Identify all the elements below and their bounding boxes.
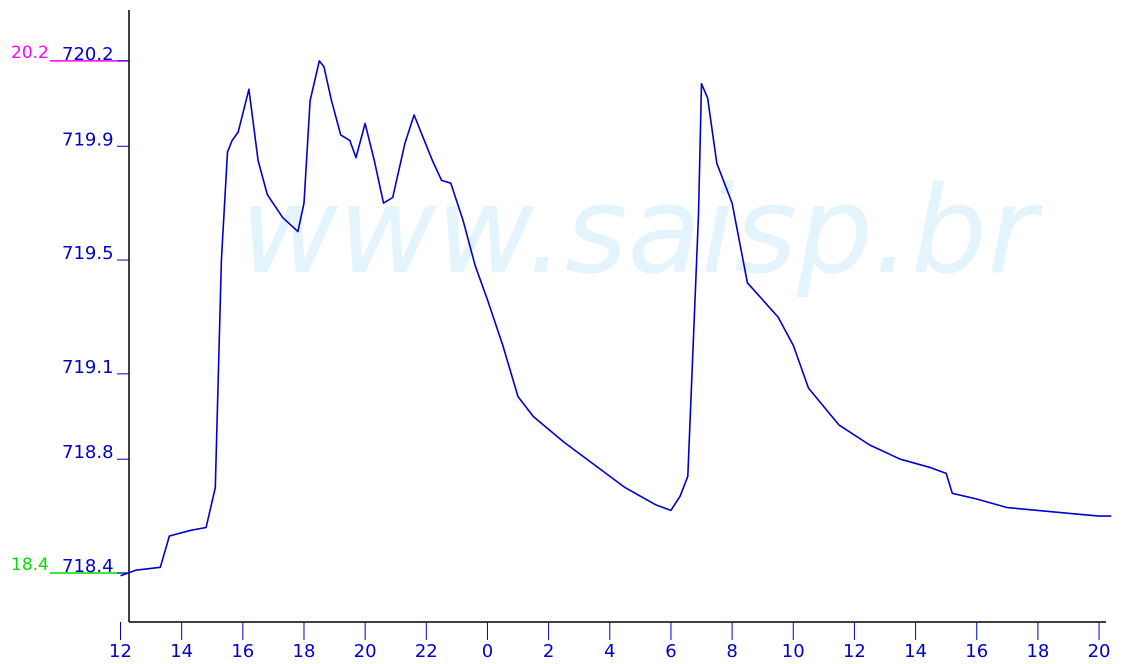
y-ticks: 718.4 718.8 719.1 719.5 719.9 720.2 [62,44,129,577]
x-tick-label: 12 [843,641,866,662]
series-layer [120,60,1112,577]
series-line-0 [120,60,1112,577]
y-tick-label: 718.8 [62,442,114,463]
x-tick-label: 14 [904,641,927,662]
x-tick-label: 0 [482,641,493,662]
x-tick-label: 6 [665,641,676,662]
x-tick-label: 18 [1026,641,1049,662]
x-tick-label: 22 [415,641,438,662]
x-tick-label: 16 [231,641,254,662]
y-tick-label: 719.5 [62,243,114,264]
ref-label-bottom: 18.4 [11,555,49,575]
watermark: www.saisp.br [240,162,1043,301]
x-ticks: 12 14 16 18 20 22 0 2 4 6 8 10 12 14 16 18 20 [109,622,1111,662]
x-tick-label: 16 [965,641,988,662]
x-tick-label: 8 [726,641,737,662]
ref-label-top: 20.2 [11,43,49,63]
x-tick-label: 4 [604,641,615,662]
y-tick-label: 720.2 [62,44,114,65]
y-tick-label: 719.1 [62,357,114,378]
x-tick-label: 18 [293,641,316,662]
reference-lines: 20.2 18.4 [11,43,129,575]
y-tick-label: 719.9 [62,129,114,150]
x-tick-label: 14 [170,641,193,662]
x-tick-label: 20 [1088,641,1111,662]
y-tick-label: 718.4 [62,556,114,577]
x-tick-label: 10 [782,641,805,662]
x-tick-label: 12 [109,641,132,662]
x-tick-label: 20 [354,641,377,662]
x-tick-label: 2 [543,641,554,662]
